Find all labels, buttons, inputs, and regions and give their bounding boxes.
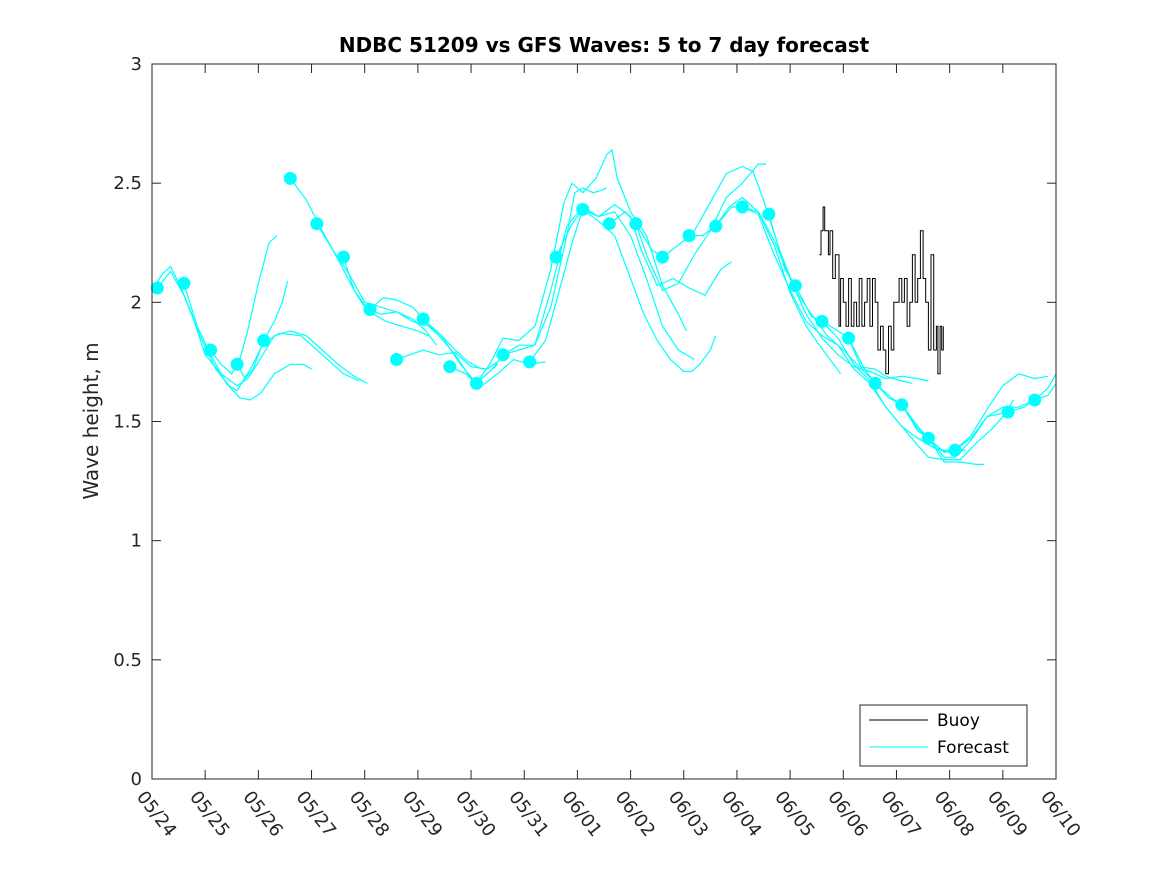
forecast-point: [788, 279, 802, 293]
forecast-point: [177, 276, 191, 290]
forecast-line: [475, 148, 687, 384]
forecast-point: [735, 200, 749, 214]
forecast-line: [715, 196, 842, 375]
forecast-point: [496, 348, 510, 362]
forecast-line: [689, 206, 929, 382]
forecast-point: [363, 303, 377, 316]
forecast-line: [342, 256, 437, 346]
forecast-point: [150, 281, 164, 295]
forecast-line: [289, 178, 429, 337]
forecast-point: [656, 250, 669, 264]
buoy-line: [819, 206, 944, 375]
forecast-point: [416, 312, 430, 326]
forecast-point: [336, 250, 350, 264]
forecast-point: [390, 353, 404, 366]
forecast-line: [396, 349, 498, 370]
forecast-line: [156, 270, 360, 392]
forecast-line: [848, 337, 1057, 458]
legend-forecast-label: Forecast: [937, 738, 1009, 758]
y-tick-label: 0: [131, 769, 142, 790]
forecast-point: [629, 217, 643, 231]
forecast-line: [151, 265, 368, 387]
forecast-point: [469, 376, 483, 390]
forecast-point: [682, 229, 696, 243]
forecast-point: [310, 217, 324, 231]
y-tick-label: 0.5: [113, 650, 142, 671]
forecast-point: [1028, 393, 1042, 407]
forecast-point: [602, 217, 616, 231]
forecast-point: [204, 343, 217, 357]
forecast-point: [762, 207, 776, 221]
forecast-point: [842, 331, 856, 345]
plot-area: [150, 148, 1057, 465]
y-tick-label: 1.5: [113, 412, 142, 433]
forecast-line: [529, 208, 717, 373]
forecast-point: [283, 171, 297, 185]
y-tick-label: 2.5: [113, 173, 142, 194]
forecast-point: [257, 334, 271, 347]
y-tick-label: 1: [131, 531, 142, 552]
forecast-point: [815, 314, 829, 328]
forecast-point: [709, 219, 723, 233]
y-tick-label: 2: [131, 292, 142, 313]
y-axis-label: Wave height, m: [79, 342, 103, 499]
forecast-point: [549, 250, 563, 264]
legend-buoy-label: Buoy: [937, 711, 980, 731]
forecast-point: [948, 443, 962, 457]
forecast-point: [230, 357, 244, 371]
chart-title: NDBC 51209 vs GFS Waves: 5 to 7 day fore…: [339, 33, 870, 57]
forecast-line: [927, 437, 985, 465]
forecast-point: [921, 431, 935, 445]
y-axis: 0 0.5 1 1.5 2 2.5 3: [113, 54, 1056, 790]
forecast-line: [210, 235, 278, 375]
forecast-point: [523, 355, 537, 369]
forecast-point: [576, 202, 590, 216]
y-tick-label: 3: [131, 54, 142, 75]
forecast-point: [868, 376, 882, 390]
legend: Buoy Forecast: [859, 704, 1028, 767]
legend-box: [859, 704, 1028, 767]
forecast-point: [1001, 405, 1015, 419]
forecast-point: [443, 360, 457, 374]
forecast-point: [895, 398, 909, 412]
forecast-line: [768, 213, 1015, 461]
